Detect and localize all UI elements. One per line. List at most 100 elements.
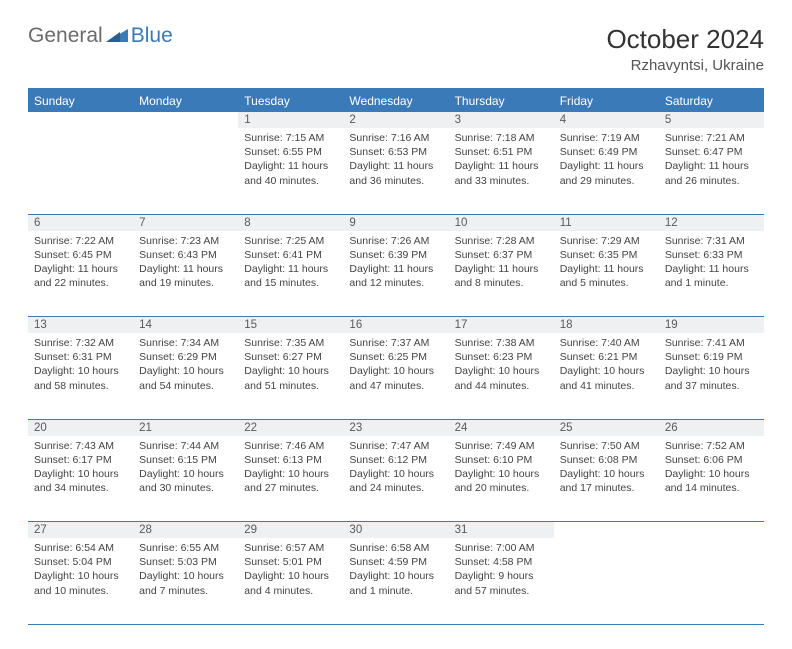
day-cell: Sunrise: 7:44 AMSunset: 6:15 PMDaylight:… <box>133 436 238 522</box>
day-details: Sunrise: 7:52 AMSunset: 6:06 PMDaylight:… <box>659 436 764 500</box>
day-cell: Sunrise: 7:38 AMSunset: 6:23 PMDaylight:… <box>449 333 554 419</box>
day-cell <box>133 128 238 214</box>
day-number: 14 <box>133 317 238 334</box>
day-cell: Sunrise: 7:32 AMSunset: 6:31 PMDaylight:… <box>28 333 133 419</box>
day-details: Sunrise: 7:35 AMSunset: 6:27 PMDaylight:… <box>238 333 343 397</box>
day-header: Thursday <box>449 89 554 112</box>
day-cell: Sunrise: 7:25 AMSunset: 6:41 PMDaylight:… <box>238 231 343 317</box>
day-cell: Sunrise: 7:23 AMSunset: 6:43 PMDaylight:… <box>133 231 238 317</box>
day-details: Sunrise: 7:21 AMSunset: 6:47 PMDaylight:… <box>659 128 764 192</box>
day-cell: Sunrise: 7:41 AMSunset: 6:19 PMDaylight:… <box>659 333 764 419</box>
logo: General Blue <box>28 24 173 48</box>
day-header: Wednesday <box>343 89 448 112</box>
day-number: 23 <box>343 419 448 436</box>
day-number: 7 <box>133 214 238 231</box>
day-body-row: Sunrise: 7:43 AMSunset: 6:17 PMDaylight:… <box>28 436 764 522</box>
day-cell: Sunrise: 7:26 AMSunset: 6:39 PMDaylight:… <box>343 231 448 317</box>
day-details: Sunrise: 7:43 AMSunset: 6:17 PMDaylight:… <box>28 436 133 500</box>
day-number: 11 <box>554 214 659 231</box>
day-cell: Sunrise: 6:58 AMSunset: 4:59 PMDaylight:… <box>343 538 448 624</box>
day-number: 8 <box>238 214 343 231</box>
day-details: Sunrise: 7:50 AMSunset: 6:08 PMDaylight:… <box>554 436 659 500</box>
day-number-row: 12345 <box>28 112 764 128</box>
day-cell: Sunrise: 6:57 AMSunset: 5:01 PMDaylight:… <box>238 538 343 624</box>
day-details: Sunrise: 7:29 AMSunset: 6:35 PMDaylight:… <box>554 231 659 295</box>
day-body-row: Sunrise: 7:15 AMSunset: 6:55 PMDaylight:… <box>28 128 764 214</box>
day-cell: Sunrise: 7:18 AMSunset: 6:51 PMDaylight:… <box>449 128 554 214</box>
day-number: 28 <box>133 522 238 539</box>
day-cell: Sunrise: 7:29 AMSunset: 6:35 PMDaylight:… <box>554 231 659 317</box>
day-body-row: Sunrise: 7:22 AMSunset: 6:45 PMDaylight:… <box>28 231 764 317</box>
day-number: 3 <box>449 112 554 128</box>
day-cell: Sunrise: 7:31 AMSunset: 6:33 PMDaylight:… <box>659 231 764 317</box>
day-details: Sunrise: 7:37 AMSunset: 6:25 PMDaylight:… <box>343 333 448 397</box>
day-number: 17 <box>449 317 554 334</box>
day-cell: Sunrise: 6:54 AMSunset: 5:04 PMDaylight:… <box>28 538 133 624</box>
day-cell: Sunrise: 7:21 AMSunset: 6:47 PMDaylight:… <box>659 128 764 214</box>
day-details: Sunrise: 7:32 AMSunset: 6:31 PMDaylight:… <box>28 333 133 397</box>
day-details: Sunrise: 7:15 AMSunset: 6:55 PMDaylight:… <box>238 128 343 192</box>
day-number: 31 <box>449 522 554 539</box>
day-cell: Sunrise: 7:46 AMSunset: 6:13 PMDaylight:… <box>238 436 343 522</box>
day-number: 29 <box>238 522 343 539</box>
day-cell: Sunrise: 7:40 AMSunset: 6:21 PMDaylight:… <box>554 333 659 419</box>
day-cell: Sunrise: 7:19 AMSunset: 6:49 PMDaylight:… <box>554 128 659 214</box>
day-number: 22 <box>238 419 343 436</box>
day-number: 13 <box>28 317 133 334</box>
day-number-row: 6789101112 <box>28 214 764 231</box>
day-number: 12 <box>659 214 764 231</box>
day-details: Sunrise: 6:57 AMSunset: 5:01 PMDaylight:… <box>238 538 343 602</box>
day-cell: Sunrise: 7:15 AMSunset: 6:55 PMDaylight:… <box>238 128 343 214</box>
day-number: 5 <box>659 112 764 128</box>
day-number: 4 <box>554 112 659 128</box>
logo-text-general: General <box>28 24 103 48</box>
day-cell: Sunrise: 7:37 AMSunset: 6:25 PMDaylight:… <box>343 333 448 419</box>
day-details: Sunrise: 7:18 AMSunset: 6:51 PMDaylight:… <box>449 128 554 192</box>
day-cell: Sunrise: 7:34 AMSunset: 6:29 PMDaylight:… <box>133 333 238 419</box>
day-number <box>28 112 133 128</box>
day-details: Sunrise: 7:22 AMSunset: 6:45 PMDaylight:… <box>28 231 133 295</box>
logo-triangle-icon <box>106 26 128 47</box>
day-cell: Sunrise: 7:52 AMSunset: 6:06 PMDaylight:… <box>659 436 764 522</box>
day-number-row: 20212223242526 <box>28 419 764 436</box>
calendar-table: SundayMondayTuesdayWednesdayThursdayFrid… <box>28 88 764 625</box>
day-details: Sunrise: 7:16 AMSunset: 6:53 PMDaylight:… <box>343 128 448 192</box>
location-label: Rzhavyntsi, Ukraine <box>606 57 764 74</box>
day-number: 30 <box>343 522 448 539</box>
day-number: 18 <box>554 317 659 334</box>
day-number <box>554 522 659 539</box>
day-header: Tuesday <box>238 89 343 112</box>
day-number: 24 <box>449 419 554 436</box>
day-details: Sunrise: 7:26 AMSunset: 6:39 PMDaylight:… <box>343 231 448 295</box>
day-cell: Sunrise: 7:47 AMSunset: 6:12 PMDaylight:… <box>343 436 448 522</box>
day-details: Sunrise: 7:25 AMSunset: 6:41 PMDaylight:… <box>238 231 343 295</box>
day-number: 19 <box>659 317 764 334</box>
day-details: Sunrise: 7:34 AMSunset: 6:29 PMDaylight:… <box>133 333 238 397</box>
day-number: 25 <box>554 419 659 436</box>
day-number: 15 <box>238 317 343 334</box>
day-cell <box>28 128 133 214</box>
day-header: Saturday <box>659 89 764 112</box>
day-number-row: 2728293031 <box>28 522 764 539</box>
day-header: Sunday <box>28 89 133 112</box>
day-details: Sunrise: 7:38 AMSunset: 6:23 PMDaylight:… <box>449 333 554 397</box>
day-details: Sunrise: 7:40 AMSunset: 6:21 PMDaylight:… <box>554 333 659 397</box>
day-details: Sunrise: 6:55 AMSunset: 5:03 PMDaylight:… <box>133 538 238 602</box>
day-cell: Sunrise: 7:16 AMSunset: 6:53 PMDaylight:… <box>343 128 448 214</box>
day-number: 16 <box>343 317 448 334</box>
day-details: Sunrise: 7:41 AMSunset: 6:19 PMDaylight:… <box>659 333 764 397</box>
day-number: 21 <box>133 419 238 436</box>
day-details: Sunrise: 7:23 AMSunset: 6:43 PMDaylight:… <box>133 231 238 295</box>
day-details: Sunrise: 6:58 AMSunset: 4:59 PMDaylight:… <box>343 538 448 602</box>
day-details: Sunrise: 7:46 AMSunset: 6:13 PMDaylight:… <box>238 436 343 500</box>
day-cell: Sunrise: 7:50 AMSunset: 6:08 PMDaylight:… <box>554 436 659 522</box>
day-body-row: Sunrise: 7:32 AMSunset: 6:31 PMDaylight:… <box>28 333 764 419</box>
day-number-row: 13141516171819 <box>28 317 764 334</box>
day-details: Sunrise: 6:54 AMSunset: 5:04 PMDaylight:… <box>28 538 133 602</box>
day-number: 9 <box>343 214 448 231</box>
day-cell: Sunrise: 7:49 AMSunset: 6:10 PMDaylight:… <box>449 436 554 522</box>
day-number: 1 <box>238 112 343 128</box>
month-title: October 2024 <box>606 24 764 55</box>
day-details: Sunrise: 7:47 AMSunset: 6:12 PMDaylight:… <box>343 436 448 500</box>
day-number <box>133 112 238 128</box>
